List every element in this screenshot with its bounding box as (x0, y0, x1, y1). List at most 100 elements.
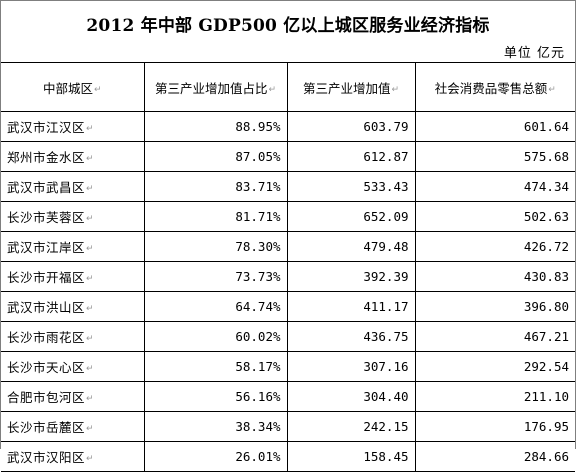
share-cell-value: 73.73% (235, 269, 281, 284)
tertiary-value-cell-value: 307.16 (363, 359, 409, 374)
cell-end-mark: ↵ (86, 364, 95, 374)
retail-sales-cell: 284.66 (414, 441, 575, 472)
share-cell-value: 64.74% (235, 299, 281, 314)
district-cell: 武汉市汉阳区↵ (1, 441, 145, 472)
retail-sales-cell-value: 211.10 (523, 389, 569, 404)
tertiary-value-cell-value: 533.43 (363, 179, 409, 194)
share-cell-value: 87.05% (235, 149, 281, 164)
district-cell: 郑州市金水区↵ (1, 141, 145, 172)
retail-sales-cell: 396.80 (414, 291, 575, 322)
table-row: 合肥市包河区↵ 56.16% 304.40 211.10 (1, 381, 575, 412)
data-table: 中部城区↵ 第三产业增加值占比↵ 第三产业增加值↵ 社会消费品零售总额↵ 武汉市… (1, 62, 575, 472)
table-row: 郑州市金水区↵ 87.05% 612.87 575.68 (1, 141, 575, 172)
table-row: 武汉市江岸区↵ 78.30% 479.48 426.72 (1, 231, 575, 262)
retail-sales-cell-value: 396.80 (523, 299, 569, 314)
table-row: 长沙市雨花区↵ 60.02% 436.75 467.21 (1, 321, 575, 352)
share-cell: 56.16% (143, 381, 288, 412)
tertiary-value-cell-value: 479.48 (363, 239, 409, 254)
district-cell-value: 武汉市江岸区 (7, 240, 86, 255)
retail-sales-cell: 575.68 (414, 141, 575, 172)
table-row: 长沙市芙蓉区↵ 81.71% 652.09 502.63 (1, 201, 575, 232)
district-cell: 合肥市包河区↵ (1, 381, 145, 412)
retail-sales-cell: 601.64 (414, 111, 575, 142)
column-header: 中部城区↵ (1, 62, 145, 112)
tertiary-value-cell: 242.15 (286, 411, 416, 442)
tertiary-value-cell: 652.09 (286, 201, 416, 232)
share-cell: 64.74% (143, 291, 288, 322)
share-cell-value: 26.01% (235, 449, 281, 464)
table-row: 长沙市天心区↵ 58.17% 307.16 292.54 (1, 351, 575, 382)
cell-end-mark: ↵ (86, 424, 95, 434)
retail-sales-cell-value: 292.54 (523, 359, 569, 374)
district-cell: 长沙市雨花区↵ (1, 321, 145, 352)
share-cell-value: 88.95% (235, 119, 281, 134)
cell-end-mark: ↵ (86, 244, 95, 254)
table-row: 武汉市武昌区↵ 83.71% 533.43 474.34 (1, 171, 575, 202)
share-cell: 88.95% (143, 111, 288, 142)
table-row: 长沙市开福区↵ 73.73% 392.39 430.83 (1, 261, 575, 292)
cell-end-mark: ↵ (548, 84, 556, 95)
column-header: 第三产业增加值占比↵ (143, 62, 288, 112)
column-header-label: 社会消费品零售总额 (434, 80, 548, 96)
district-cell: 长沙市芙蓉区↵ (1, 201, 145, 232)
district-cell-value: 武汉市武昌区 (7, 180, 86, 195)
tertiary-value-cell: 603.79 (286, 111, 416, 142)
district-cell-value: 长沙市芙蓉区 (7, 210, 86, 225)
district-cell: 武汉市江岸区↵ (1, 231, 145, 262)
district-cell-value: 武汉市汉阳区 (7, 450, 86, 465)
share-cell: 38.34% (143, 411, 288, 442)
column-header-label: 中部城区 (42, 80, 93, 96)
district-cell: 长沙市岳麓区↵ (1, 411, 145, 442)
tertiary-value-cell: 392.39 (286, 261, 416, 292)
cell-end-mark: ↵ (86, 124, 95, 134)
share-cell-value: 81.71% (235, 209, 281, 224)
district-cell-value: 长沙市开福区 (7, 270, 86, 285)
tertiary-value-cell: 158.45 (286, 441, 416, 472)
retail-sales-cell-value: 467.21 (523, 329, 569, 344)
tertiary-value-cell-value: 603.79 (363, 119, 409, 134)
tertiary-value-cell: 612.87 (286, 141, 416, 172)
tertiary-value-cell-value: 304.40 (363, 389, 409, 404)
tertiary-value-cell-value: 436.75 (363, 329, 409, 344)
cell-end-mark: ↵ (391, 84, 400, 95)
retail-sales-cell: 426.72 (414, 231, 575, 262)
district-cell: 武汉市武昌区↵ (1, 171, 145, 202)
district-cell-value: 长沙市天心区 (7, 360, 86, 375)
retail-sales-cell: 211.10 (414, 381, 575, 412)
retail-sales-cell-value: 502.63 (523, 209, 569, 224)
share-cell: 87.05% (143, 141, 288, 172)
retail-sales-cell-value: 601.64 (523, 119, 569, 134)
cell-end-mark: ↵ (86, 214, 95, 224)
tertiary-value-cell-value: 652.09 (363, 209, 409, 224)
retail-sales-cell-value: 176.95 (523, 419, 569, 434)
cell-end-mark: ↵ (86, 334, 95, 344)
retail-sales-cell-value: 426.72 (523, 239, 569, 254)
share-cell-value: 58.17% (235, 359, 281, 374)
retail-sales-cell: 176.95 (414, 411, 575, 442)
share-cell-value: 56.16% (235, 389, 281, 404)
cell-end-mark: ↵ (86, 274, 95, 284)
retail-sales-cell: 430.83 (414, 261, 575, 292)
tertiary-value-cell: 304.40 (286, 381, 416, 412)
district-cell: 长沙市开福区↵ (1, 261, 145, 292)
retail-sales-cell-value: 474.34 (523, 179, 569, 194)
table-row: 武汉市汉阳区↵ 26.01% 158.45 284.66 (1, 441, 575, 472)
district-cell-value: 长沙市雨花区 (7, 330, 86, 345)
share-cell: 58.17% (143, 351, 288, 382)
column-header-label: 第三产业增加值 (302, 80, 391, 96)
column-header: 第三产业增加值↵ (286, 62, 416, 112)
district-cell-value: 武汉市江汉区 (7, 120, 86, 135)
retail-sales-cell: 467.21 (414, 321, 575, 352)
tertiary-value-cell: 479.48 (286, 231, 416, 262)
district-cell-value: 长沙市岳麓区 (7, 420, 86, 435)
column-header-label: 第三产业增加值占比 (154, 80, 268, 96)
cell-end-mark: ↵ (86, 454, 95, 464)
cell-end-mark: ↵ (86, 184, 95, 194)
tertiary-value-cell: 307.16 (286, 351, 416, 382)
district-cell: 长沙市天心区↵ (1, 351, 145, 382)
tertiary-value-cell-value: 411.17 (363, 299, 409, 314)
table-title: 2012 年中部 GDP500 亿以上城区服务业经济指标 (86, 16, 490, 36)
tertiary-value-cell: 411.17 (286, 291, 416, 322)
share-cell-value: 60.02% (235, 329, 281, 344)
retail-sales-cell-value: 575.68 (523, 149, 569, 164)
